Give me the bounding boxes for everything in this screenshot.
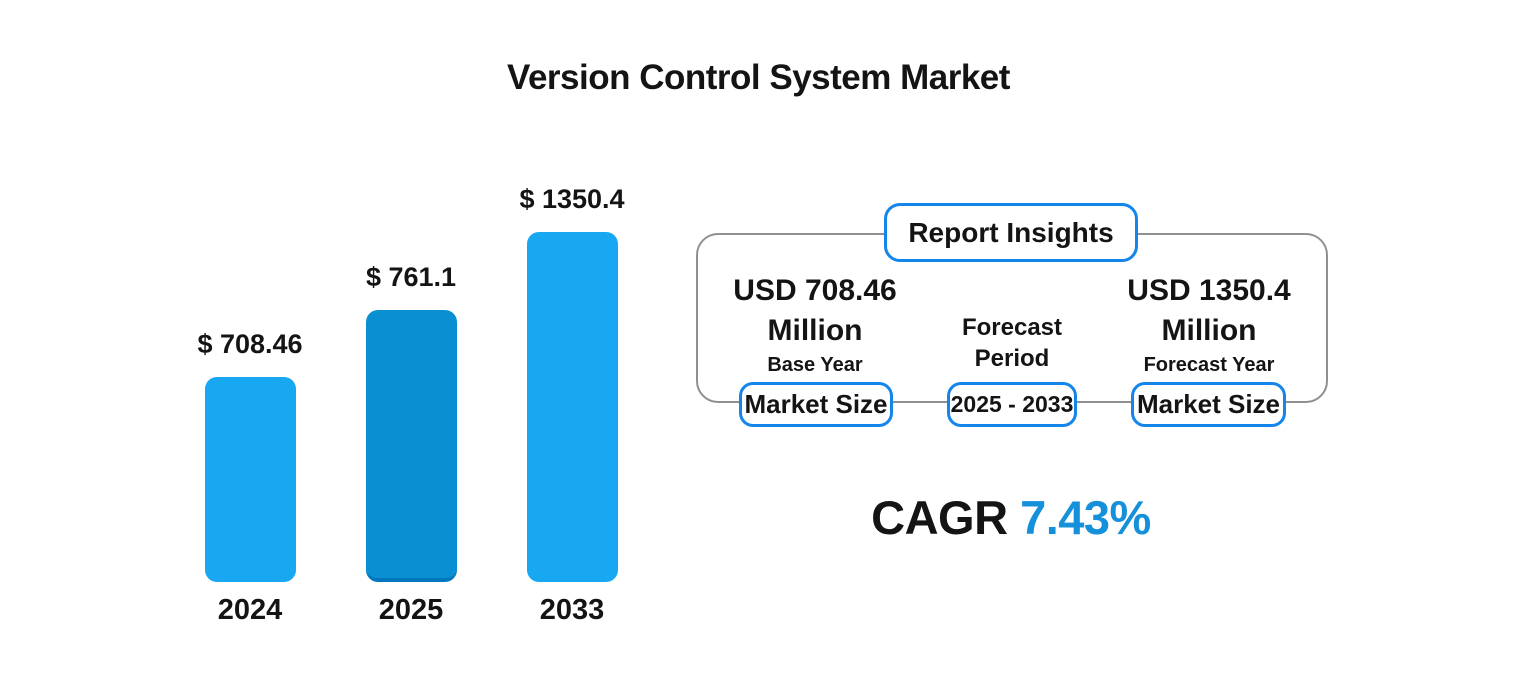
forecast-period-caption-line2: Period xyxy=(974,345,1050,372)
base-year-value: USD 708.46 xyxy=(733,274,897,307)
base-year-caption: Base Year xyxy=(767,354,863,376)
market-size-pill-base-year: Market Size xyxy=(739,382,893,427)
forecast-period-caption-line1: Forecast xyxy=(961,314,1063,341)
x-axis-label-2025: 2025 xyxy=(378,594,444,626)
cagr-line: CAGR 7.43% xyxy=(761,492,1261,544)
bar-group-2024: $ 708.46 xyxy=(175,329,325,582)
forecast-period-pill: 2025 - 2033 xyxy=(947,382,1077,427)
forecast-period-column: Forecast Period xyxy=(932,312,1092,374)
cagr-label: CAGR xyxy=(871,491,1008,544)
base-year-unit: Million xyxy=(767,314,863,347)
bar-2025 xyxy=(365,310,457,582)
forecast-year-value: USD 1350.4 xyxy=(1127,274,1291,307)
base-year-column: USD 708.46 Million Base Year xyxy=(710,271,920,377)
bar-value-label-2025: $ 761.1 xyxy=(365,262,457,292)
market-size-pill-forecast-year: Market Size xyxy=(1131,382,1286,427)
bar-group-2025: $ 761.1 xyxy=(336,262,486,582)
forecast-year-caption: Forecast Year xyxy=(1143,354,1275,376)
report-insights-badge: Report Insights xyxy=(884,203,1138,262)
bar-2024 xyxy=(204,377,296,582)
forecast-year-unit: Million xyxy=(1161,314,1257,347)
report-insights-badge-label: Report Insights xyxy=(908,216,1114,248)
bar-2033 xyxy=(526,232,618,582)
cagr-spacer xyxy=(1008,491,1021,544)
page-title: Version Control System Market xyxy=(507,58,1010,97)
bar-value-label-2033: $ 1350.4 xyxy=(519,184,625,214)
bar-group-2033: $ 1350.4 xyxy=(497,184,647,582)
x-axis-label-2024: 2024 xyxy=(217,594,283,626)
cagr-value: 7.43% xyxy=(1020,491,1151,544)
market-size-pill-forecast-year-label: Market Size xyxy=(1136,389,1281,419)
forecast-year-column: USD 1350.4 Million Forecast Year xyxy=(1104,271,1314,377)
x-axis-label-2033: 2033 xyxy=(539,594,605,626)
bar-value-label-2024: $ 708.46 xyxy=(197,329,303,359)
market-size-pill-base-year-label: Market Size xyxy=(744,389,888,419)
forecast-period-pill-label: 2025 - 2033 xyxy=(950,391,1074,417)
